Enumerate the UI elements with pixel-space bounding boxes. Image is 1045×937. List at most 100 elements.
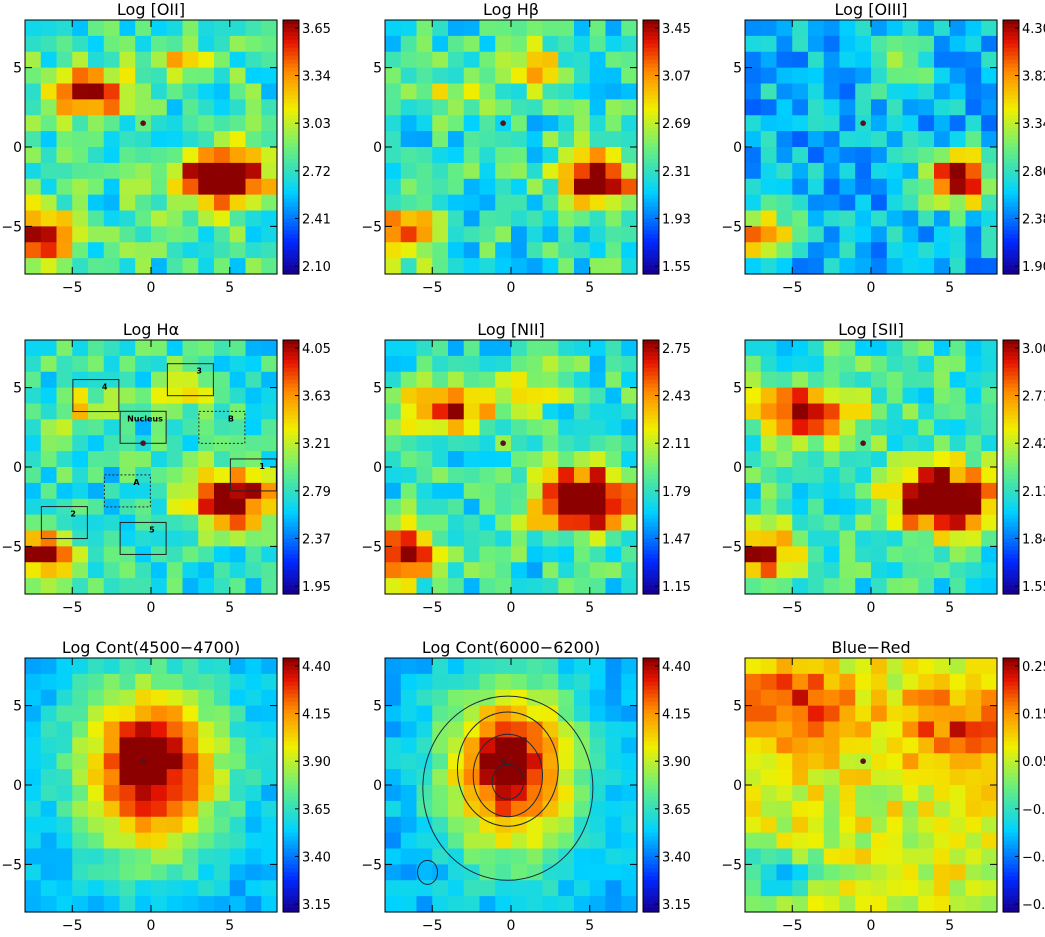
heatmap-cell: [886, 530, 904, 547]
colorbar-segment: [1003, 43, 1019, 49]
heatmap-cell: [135, 689, 152, 707]
heatmap-cell: [400, 832, 418, 850]
heatmap-cell: [495, 498, 512, 516]
heatmap-cell: [103, 147, 121, 164]
heatmap-cell: [511, 403, 528, 420]
heatmap-cell: [511, 162, 528, 180]
colorbar-segment: [1003, 796, 1019, 802]
colorbar-segment: [643, 443, 659, 448]
heatmap-cell: [934, 546, 951, 563]
heatmap-cell: [182, 658, 199, 675]
heatmap-cell: [229, 832, 247, 850]
colorbar-segment: [1003, 482, 1019, 488]
heatmap-cell: [245, 20, 262, 37]
heatmap-cell: [792, 210, 809, 227]
heatmap-cell: [448, 51, 465, 69]
heatmap-cell: [745, 242, 762, 259]
heatmap-cell: [949, 896, 967, 913]
heatmap-cell: [760, 20, 778, 37]
heatmap-cell: [871, 51, 888, 69]
heatmap-cell: [902, 880, 919, 897]
heatmap-cell: [72, 689, 89, 707]
colorbar-segment: [643, 828, 659, 834]
heatmap-cell: [432, 546, 449, 563]
heatmap-cell: [198, 816, 215, 834]
heatmap-cell: [855, 800, 872, 818]
heatmap-cell: [776, 387, 793, 405]
heatmap-cell: [871, 737, 888, 754]
heatmap-cell: [886, 800, 904, 818]
heatmap-cell: [605, 753, 622, 770]
heatmap-cell: [214, 800, 231, 818]
colorbar-segment: [283, 451, 299, 456]
colorbar-segment: [1003, 355, 1019, 361]
y-tick-label: 0: [373, 460, 382, 476]
region-box: [119, 521, 167, 555]
heatmap-cell: [981, 147, 998, 164]
heatmap-cell: [808, 816, 825, 834]
heatmap-cell: [56, 562, 73, 579]
heatmap-cell: [949, 816, 967, 834]
heatmap-cell: [88, 147, 105, 164]
heatmap-cell: [981, 514, 998, 532]
heatmap-cell: [198, 514, 215, 532]
colorbar-tick-label: 2.72: [302, 165, 331, 180]
heatmap-cell: [511, 578, 528, 595]
heatmap-cell: [135, 562, 152, 579]
heatmap-cell: [542, 467, 559, 484]
heatmap-cell: [760, 816, 778, 834]
heatmap-cell: [151, 816, 168, 834]
axes: −5 0 5−505: [1, 340, 277, 616]
heatmap-cell: [965, 371, 982, 389]
x-tick-label: −5: [782, 280, 803, 296]
colorbar-tick-label: 0.05: [1022, 755, 1045, 770]
heatmap-cell: [198, 194, 215, 212]
heatmap-cell: [745, 419, 762, 436]
colorbar-segment: [643, 753, 659, 758]
heatmap-cell: [245, 689, 262, 707]
colorbar-segment: [1003, 725, 1019, 731]
heatmap-cell: [871, 832, 888, 850]
heatmap-cell: [776, 769, 793, 786]
heatmap-cell: [558, 51, 575, 69]
heatmap-cell: [25, 210, 42, 227]
colorbar-segment: [1003, 701, 1019, 707]
y-tick-label: 0: [13, 460, 22, 476]
heatmap-cell: [934, 753, 951, 770]
heatmap-cell: [25, 658, 42, 675]
heatmap-cell: [135, 769, 152, 786]
colorbar-segment: [1003, 143, 1019, 148]
heatmap-cell: [25, 162, 42, 180]
heatmap-cell: [776, 178, 793, 196]
colorbar-segment: [1003, 463, 1019, 468]
colorbar-segment: [283, 230, 299, 235]
heatmap-cell: [792, 832, 809, 850]
heatmap-cell: [182, 578, 199, 595]
heatmap-cell: [166, 864, 184, 881]
heatmap-cell: [855, 67, 872, 85]
heatmap-cell: [400, 753, 418, 770]
heatmap-cell: [72, 562, 89, 579]
heatmap-cell: [416, 226, 433, 243]
heatmap-cell: [589, 242, 607, 259]
colorbar-tick-label: 3.40: [662, 850, 691, 865]
colorbar-segment: [283, 864, 299, 869]
heatmap-cell: [589, 658, 607, 675]
colorbar-segment: [1003, 697, 1019, 703]
heatmap-cell: [949, 115, 967, 132]
heatmap-cell: [511, 99, 528, 116]
heatmap-cell: [949, 451, 967, 468]
heatmap-cell: [416, 562, 433, 579]
heatmap-cell: [776, 194, 793, 212]
colorbar-segment: [1003, 812, 1019, 818]
heatmap-cell: [463, 864, 481, 881]
colorbar-segment: [283, 534, 299, 540]
colorbar-tick-label: 3.15: [302, 898, 331, 913]
heatmap-cell: [589, 67, 607, 85]
heatmap-cell: [229, 51, 247, 69]
heatmap-cell: [574, 210, 591, 227]
heatmap-cell: [151, 832, 168, 850]
heatmap-cell: [808, 115, 825, 132]
heatmap-cell: [198, 737, 215, 754]
